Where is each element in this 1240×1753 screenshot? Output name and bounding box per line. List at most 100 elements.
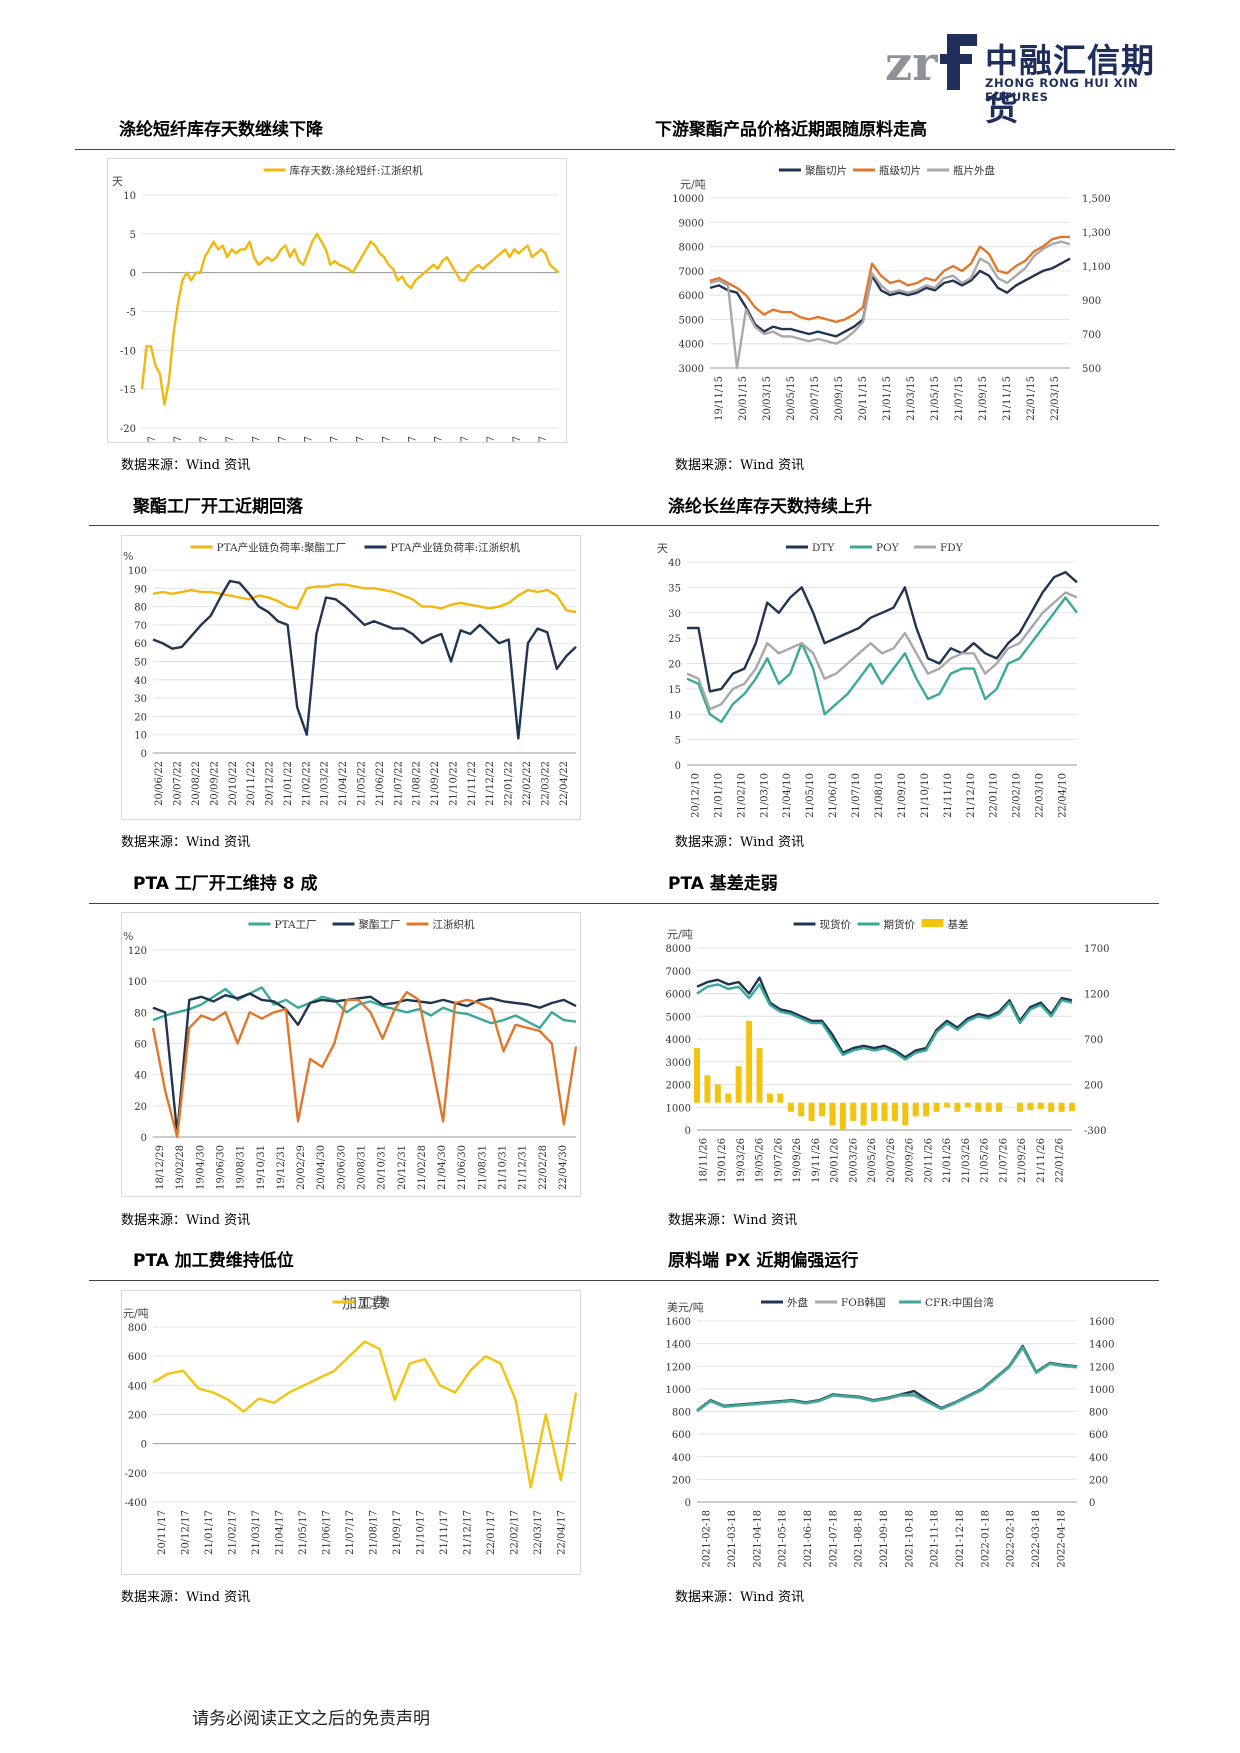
x-tick-label: 22/03/10	[1035, 773, 1046, 818]
y-tick-label: 90	[134, 584, 147, 595]
chart-svg: 天10 5 0 -5 -10 -15 -20 21/01/07 21/02/07 21/03/07…	[107, 158, 567, 443]
series-line	[696, 1345, 1078, 1412]
section-title-5: PTA 工厂开工维持 8 成	[133, 874, 318, 894]
x-tick-label: 21/08/07	[329, 436, 340, 443]
series-line	[696, 976, 1073, 1059]
x-tick-label: 20/09/15	[834, 376, 845, 421]
y2-tick-label: -300	[1084, 1126, 1106, 1137]
x-tick-label: 21/03/10	[759, 773, 770, 818]
y-tick-label: 40	[134, 676, 147, 687]
section-divider	[89, 903, 1159, 904]
x-tick-label: 22/02/17	[509, 1510, 520, 1555]
y-tick-label: 0	[130, 269, 136, 280]
y-tick-label: -200	[125, 1469, 147, 1480]
x-tick-label: 21/08/31	[477, 1145, 488, 1190]
section-divider	[89, 525, 1159, 526]
basis-bar	[777, 1093, 784, 1103]
basis-bar	[881, 1102, 888, 1121]
y-tick-label: 600	[672, 1430, 691, 1441]
basis-bar	[944, 1102, 950, 1108]
x-tick-label: 2021-06-18	[803, 1510, 814, 1568]
section-divider	[89, 1280, 1159, 1281]
logo-english-name: ZHONG RONG HUI XIN FUTURES	[985, 76, 1139, 104]
y-axis-unit: 元/吨	[680, 178, 706, 191]
y-tick-label: 0	[685, 1498, 691, 1509]
y2-tick-label: 600	[1089, 1430, 1108, 1441]
y-axis-unit: %	[123, 930, 133, 943]
y-tick-label: 70	[134, 621, 147, 632]
y-tick-label: 4000	[666, 1035, 691, 1046]
basis-bar	[766, 1093, 773, 1103]
legend-label: 外盘	[787, 1296, 808, 1309]
section-title-6: PTA 基差走弱	[668, 874, 778, 894]
x-tick-label: 20/01/26	[830, 1138, 841, 1183]
x-tick-label: 22/01/22	[504, 761, 515, 806]
x-tick-label: 21/07/07	[303, 436, 314, 443]
y-tick-label: 0	[685, 1126, 691, 1137]
series-line	[696, 1347, 1078, 1413]
x-tick-label: 21/08/17	[368, 1510, 379, 1555]
x-tick-label: 2021-12-18	[955, 1510, 966, 1568]
y-tick-label: 1000	[666, 1385, 691, 1396]
x-tick-label: 22/03/07	[512, 436, 523, 443]
y-tick-label: -15	[120, 385, 136, 396]
y2-tick-label: 1600	[1089, 1317, 1114, 1328]
legend-label: 加工费	[359, 1296, 391, 1309]
disclaimer-footer: 请务必阅读正文之后的免责声明	[192, 1709, 430, 1729]
y-tick-label: 10	[123, 191, 136, 202]
y-tick-label: 6000	[666, 990, 691, 1001]
y2-tick-label: 1200	[1089, 1362, 1114, 1373]
y-tick-label: 100	[128, 977, 147, 988]
x-tick-label: 19/03/26	[736, 1138, 747, 1183]
basis-bar	[933, 1102, 940, 1112]
x-tick-label: 20/02/29	[296, 1145, 307, 1190]
x-tick-label: 21/07/26	[998, 1138, 1009, 1183]
x-tick-label: 19/01/26	[717, 1138, 728, 1183]
basis-bar	[850, 1102, 857, 1121]
x-tick-label: 21/01/10	[713, 773, 724, 818]
x-tick-label: 22/04/17	[556, 1510, 567, 1555]
x-tick-label: 20/09/26	[905, 1138, 916, 1183]
legend: PTA产业链负荷率:聚酯工厂 PTA产业链负荷率:江浙织机	[190, 541, 521, 554]
x-tick-label: 20/05/15	[786, 376, 797, 421]
legend-label: 期货价	[884, 918, 916, 931]
x-tick-label: 20/03/15	[762, 376, 773, 421]
legend: 外盘 FOB韩国 CFR:中国台湾	[761, 1296, 994, 1309]
legend-label: PTA产业链负荷率:聚酯工厂	[217, 541, 347, 554]
source-note: 数据来源：Wind 资讯	[121, 1213, 251, 1228]
x-tick-label: 20/08/22	[191, 761, 202, 806]
source-note: 数据来源：Wind 资讯	[675, 835, 805, 850]
company-logo: zr 中融汇信期货 ZHONG RONG HUI XIN FUTURES	[885, 28, 1175, 128]
y2-tick-label: 1700	[1084, 944, 1109, 955]
section-title-7: PTA 加工费维持低位	[133, 1251, 294, 1271]
source-note: 数据来源：Wind 资讯	[121, 835, 251, 850]
section-divider	[75, 149, 1175, 150]
y-tick-label: 15	[668, 685, 681, 696]
y2-tick-label: 200	[1089, 1475, 1108, 1486]
x-tick-label: 21/01/22	[283, 761, 294, 806]
x-tick-label: 21/10/10	[920, 773, 931, 818]
x-tick-label: 2021-08-18	[854, 1510, 865, 1568]
x-tick-label: 20/12/17	[180, 1510, 191, 1555]
x-tick-label: 21/04/07	[225, 436, 236, 443]
legend-swatch	[921, 919, 944, 927]
legend-label: FOB韩国	[841, 1296, 886, 1309]
section-title-2: 下游聚酯产品价格近期跟随原料走高	[655, 120, 927, 140]
x-tick-label: 21/05/22	[357, 761, 368, 806]
x-tick-label: 22/01/10	[989, 773, 1000, 818]
x-tick-label: 21/06/22	[375, 761, 386, 806]
x-tick-label: 20/07/26	[886, 1138, 897, 1183]
basis-bar	[1016, 1102, 1023, 1112]
legend: 库存天数:涤纶短纤:江浙织机	[263, 164, 423, 177]
x-tick-label: 21/01/26	[942, 1138, 953, 1183]
basis-bar	[735, 1066, 742, 1103]
y-tick-label: 100	[128, 566, 147, 577]
x-tick-label: 19/11/15	[714, 376, 725, 421]
chart-polyester-prices: 元/吨 10000 9000 8000 7000 6000 5000 4000 3000 1,50…	[655, 158, 1115, 443]
basis-bar	[1069, 1102, 1075, 1111]
y-tick-label: 1000	[666, 1103, 691, 1114]
x-tick-label: 21/02/22	[301, 761, 312, 806]
series-line	[151, 990, 578, 1139]
x-tick-label: 21/03/17	[251, 1510, 262, 1555]
y-tick-label: 5000	[679, 315, 704, 326]
